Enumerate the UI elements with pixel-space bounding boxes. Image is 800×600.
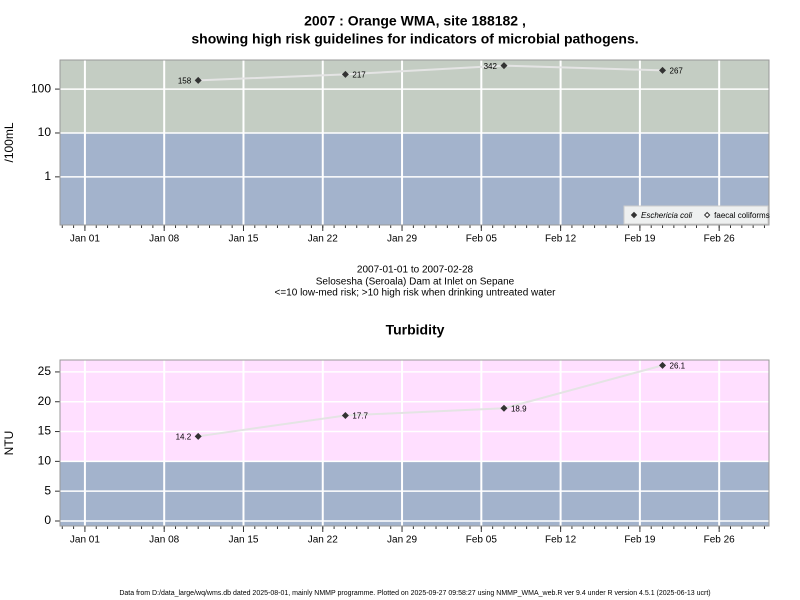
plot-frame (59, 359, 770, 527)
data-point (659, 361, 667, 369)
x-tick-label: Feb 12 (545, 535, 577, 546)
x-tick-label: Jan 01 (70, 234, 100, 245)
x-tick-label: Jan 15 (228, 234, 258, 245)
note: Selosesha (Seroala) Dam at Inlet on Sepa… (316, 277, 515, 288)
series-line (198, 64, 663, 82)
data-label: 18.9 (511, 404, 527, 413)
legend-marker (703, 211, 711, 219)
plot-frame (59, 59, 770, 226)
y-tick-label: 20 (38, 394, 52, 408)
chart-title: 2007 : Orange WMA, site 188182 , (304, 13, 526, 29)
y-tick-label: 25 (38, 364, 52, 378)
y-tick-label: 100 (31, 81, 51, 95)
data-label: 26.1 (670, 361, 686, 370)
x-tick-label: Feb 26 (704, 234, 736, 245)
data-label: 267 (670, 66, 684, 75)
band-above (60, 60, 769, 133)
y-tick-label: 10 (38, 125, 52, 139)
data-point (659, 66, 667, 74)
y-tick-label: 1 (44, 169, 51, 183)
x-tick-label: Jan 22 (308, 535, 338, 546)
x-tick-label: Feb 05 (466, 535, 498, 546)
footer: Data from D:/data_large/wq/wms.db dated … (119, 590, 710, 597)
data-label: 217 (352, 70, 366, 79)
x-tick-label: Jan 29 (387, 234, 417, 245)
data-label: 17.7 (352, 412, 368, 421)
x-tick-label: Feb 05 (466, 234, 498, 245)
note: 2007-01-01 to 2007-02-28 (357, 265, 474, 276)
x-tick-label: Feb 26 (704, 535, 736, 546)
chart-title: Turbidity (386, 322, 445, 338)
data-label: 158 (178, 76, 192, 85)
legend-marker (630, 211, 638, 219)
x-tick-label: Jan 08 (149, 234, 179, 245)
note: <=10 low-med risk; >10 high risk when dr… (275, 288, 557, 299)
y-tick-label: 15 (38, 424, 52, 438)
legend-label: faecal coliforms (714, 211, 770, 220)
y-tick-label: 10 (38, 454, 52, 468)
x-tick-label: Feb 19 (624, 234, 656, 245)
x-tick-label: Feb 19 (624, 535, 656, 546)
band-below (60, 461, 769, 526)
x-tick-label: Jan 22 (308, 234, 338, 245)
data-point (341, 70, 349, 78)
x-tick-label: Feb 12 (545, 234, 577, 245)
chart-subtitle: showing high risk guidelines for indicat… (191, 31, 638, 47)
x-tick-label: Jan 29 (387, 535, 417, 546)
x-tick-label: Jan 01 (70, 535, 100, 546)
y-tick-label: 5 (44, 483, 51, 497)
y-axis-title: /100mL (2, 122, 16, 162)
legend-box (623, 205, 769, 225)
data-point (341, 411, 349, 419)
y-axis-title: NTU (2, 431, 16, 456)
band-above (60, 360, 769, 462)
x-tick-label: Jan 15 (228, 535, 258, 546)
y-tick-label: 0 (44, 513, 51, 527)
x-tick-label: Jan 08 (149, 535, 179, 546)
series-line (198, 364, 663, 438)
data-point (194, 432, 202, 440)
data-label: 342 (484, 62, 498, 71)
data-label: 14.2 (176, 432, 192, 441)
legend-label: Eschericia coli (641, 211, 692, 220)
data-point (500, 62, 508, 70)
data-point (194, 76, 202, 84)
data-point (500, 404, 508, 412)
